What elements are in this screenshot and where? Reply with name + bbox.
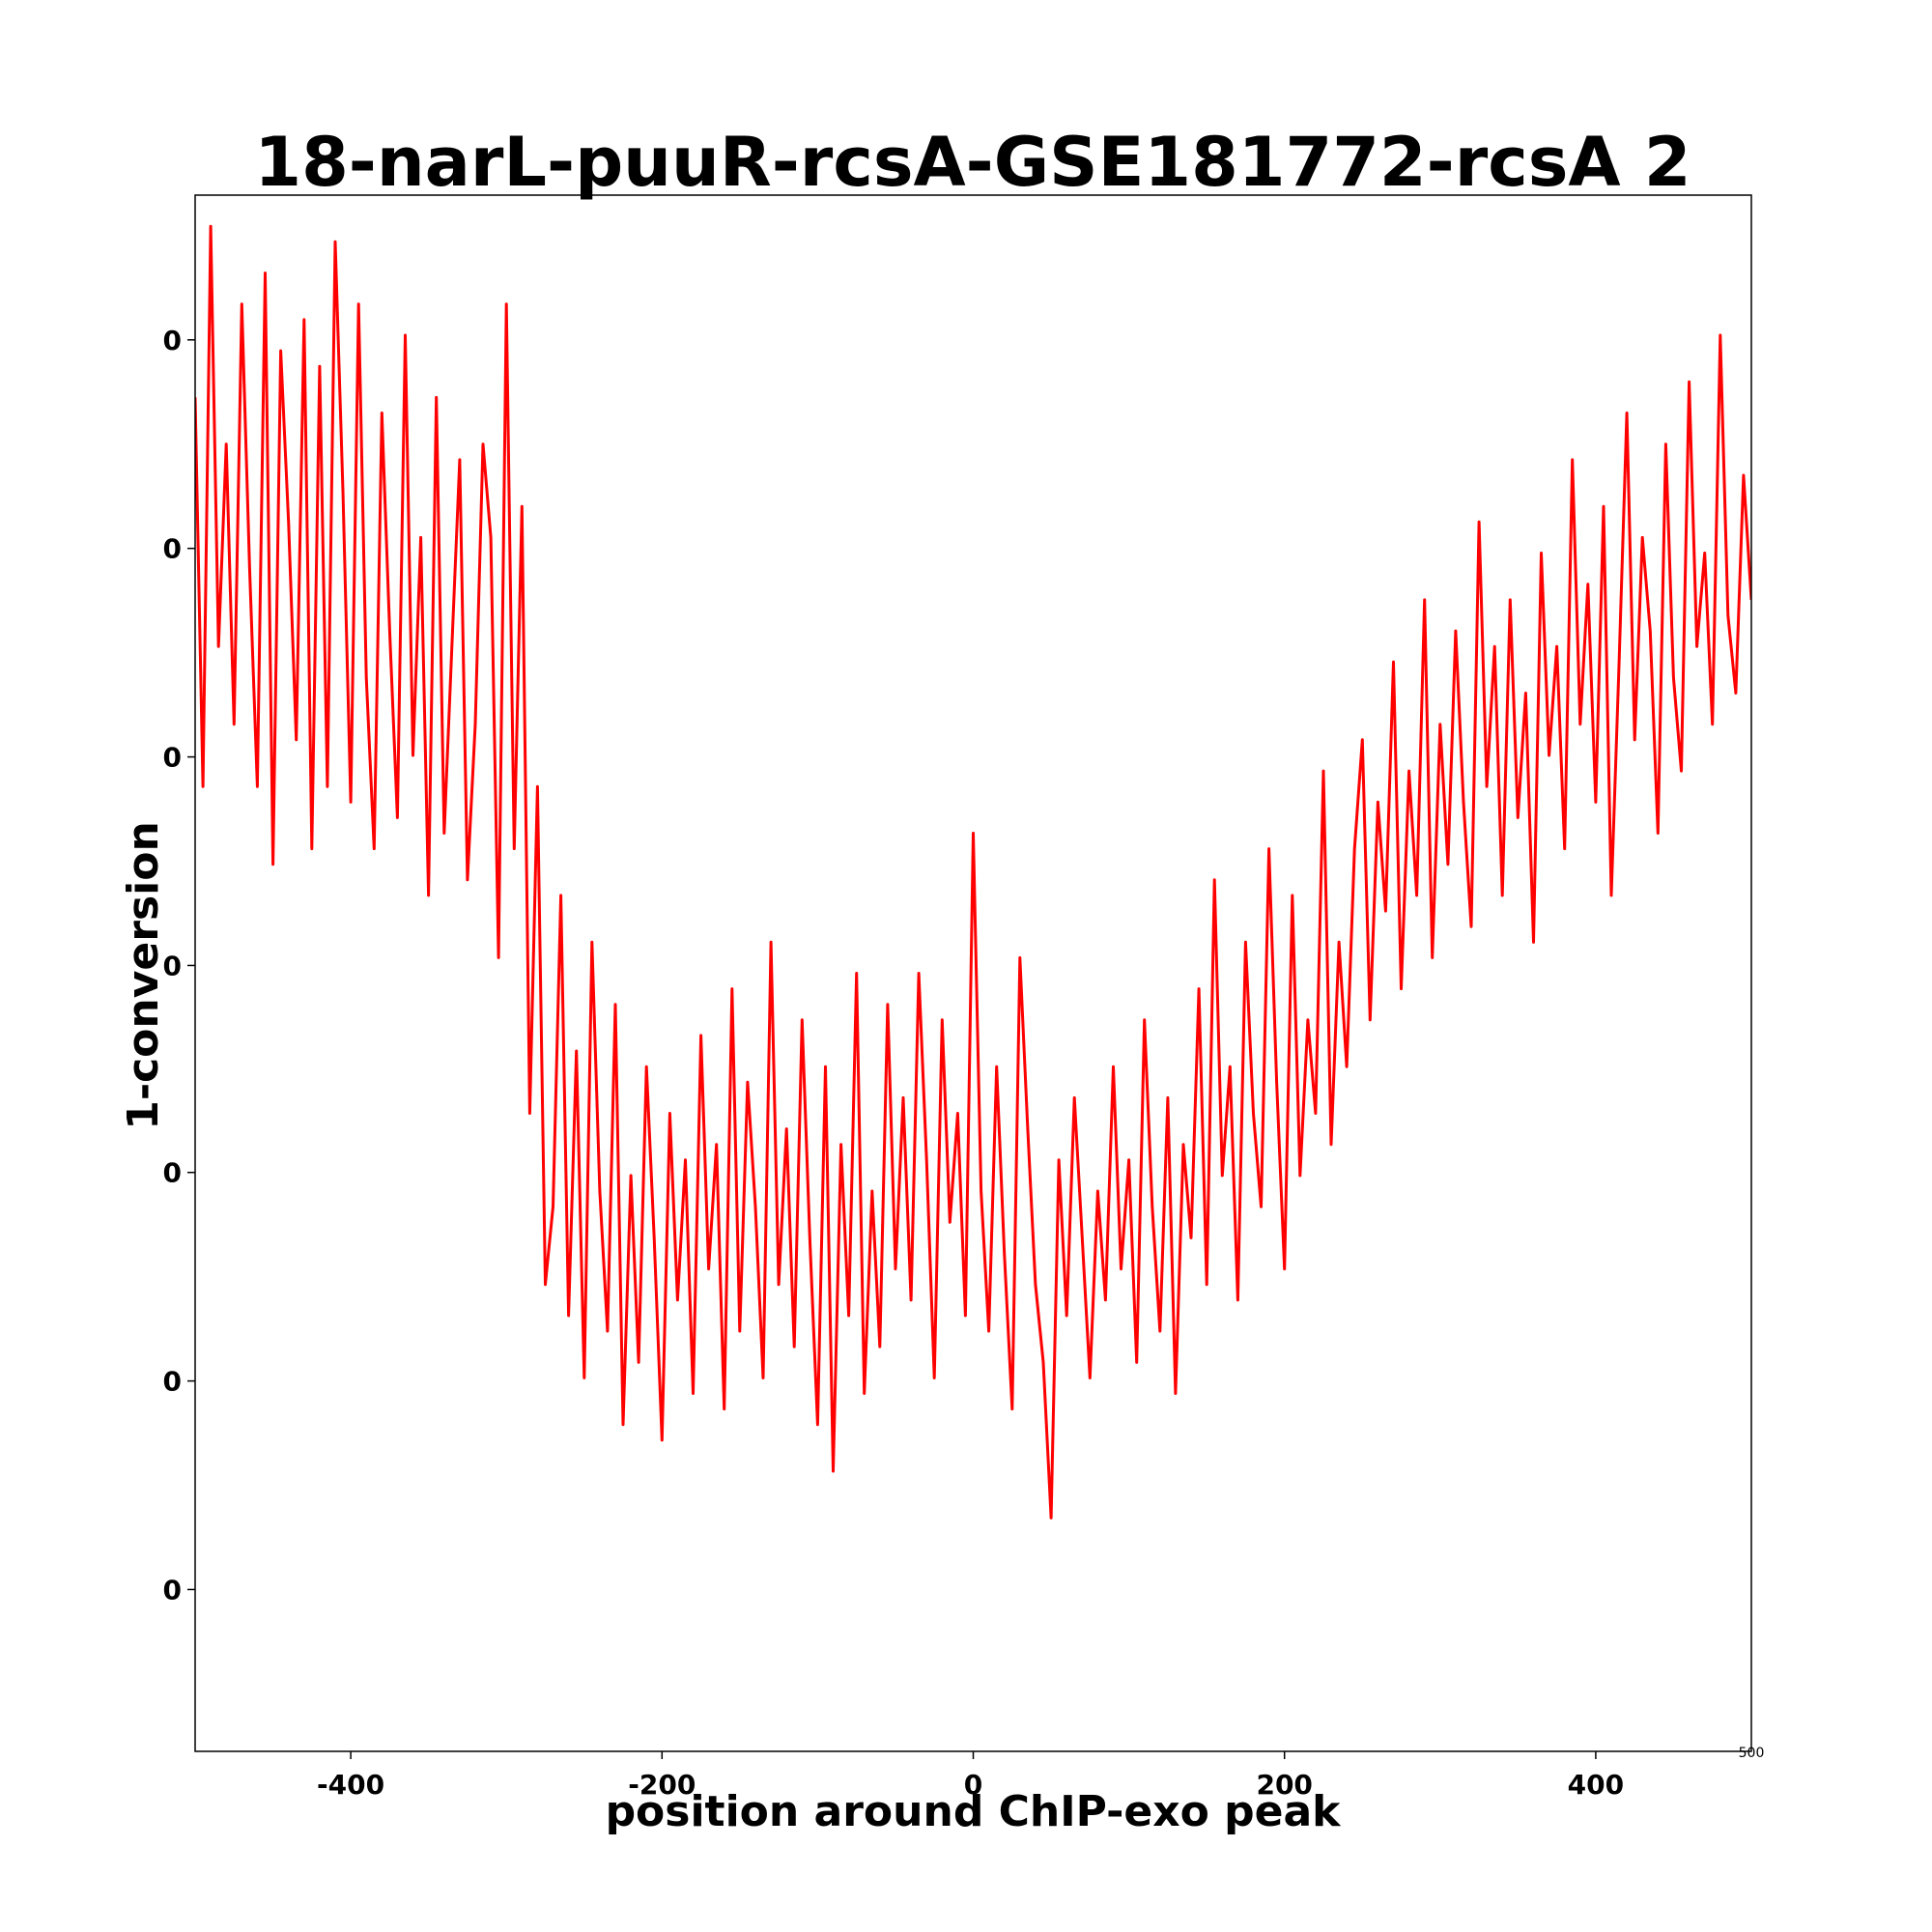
y-tick-label: 0 [163,325,182,356]
x-axis: -400 -200 0 200 400 500 [317,1746,1764,1801]
x-tick-label: 200 [1256,1769,1312,1801]
y-axis-label: 1-conversion [119,821,168,1130]
chart-title: 18-narL-puuR-rcsA-GSE181772-rcsA 2 [254,123,1690,202]
series-line-0 [195,224,1751,1520]
y-tick-label: 0 [163,950,182,981]
y-axis: 0 0 0 0 0 0 0 [163,325,195,1605]
y-tick-label: 0 [163,533,182,565]
x-axis-label: position around ChIP-exo peak [606,1787,1343,1836]
y-tick-label: 0 [163,1574,182,1605]
x-tick-label: 0 [964,1769,982,1801]
series-layer [195,224,1751,1520]
y-tick-label: 0 [163,1366,182,1398]
y-tick-label: 0 [163,742,182,774]
y-tick-label: 0 [163,1157,182,1189]
x-tick-label: 400 [1568,1769,1624,1801]
plot-frame [194,194,1752,1752]
x-edge-tick-label: 500 [1739,1746,1765,1761]
x-tick-label: -200 [628,1769,696,1801]
x-tick-label: -400 [317,1769,384,1801]
